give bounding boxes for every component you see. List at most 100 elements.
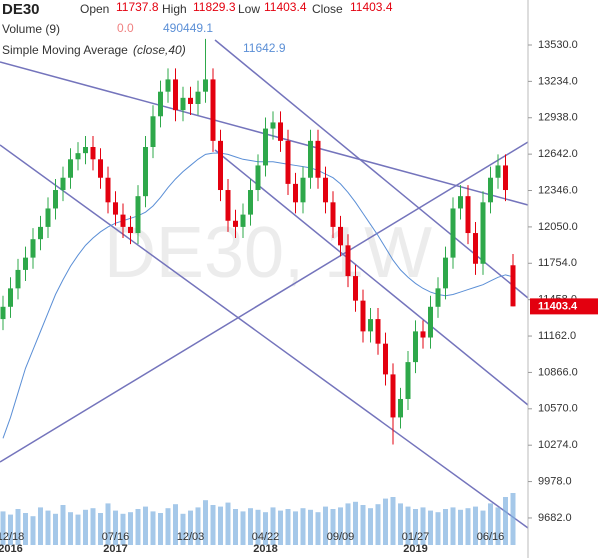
candle-body bbox=[450, 208, 456, 258]
price-tag bbox=[530, 298, 598, 315]
candle-body bbox=[368, 319, 373, 332]
candle-body bbox=[353, 276, 358, 301]
sma-value: 11642.9 bbox=[243, 41, 286, 55]
volume-bar bbox=[90, 508, 96, 545]
volume-bar bbox=[45, 510, 51, 545]
y-tick-label: 13530.0 bbox=[538, 39, 578, 51]
volume-bar bbox=[120, 513, 126, 545]
y-tick-label: 11162.0 bbox=[538, 330, 576, 342]
volume-bar bbox=[405, 506, 411, 545]
volume-bar bbox=[195, 507, 201, 545]
y-tick-label: 12050.0 bbox=[538, 221, 578, 233]
x-tick-label: 12/18 bbox=[0, 531, 24, 543]
volume-bar bbox=[263, 512, 268, 545]
volume-value: 0.0 bbox=[117, 21, 134, 35]
volume-bar bbox=[233, 509, 238, 545]
header: DE30 Open 11737.8 High 11829.3 Low 11403… bbox=[2, 0, 393, 57]
y-tick-label: 9978.0 bbox=[538, 475, 572, 487]
candle-body bbox=[338, 226, 343, 246]
volume-bar bbox=[255, 509, 261, 545]
candle-body bbox=[15, 269, 21, 289]
volume-bar bbox=[210, 505, 216, 545]
volume-bar bbox=[458, 509, 463, 545]
candle-body bbox=[68, 159, 73, 178]
y-tick-label: 10274.0 bbox=[538, 439, 578, 451]
candle-body bbox=[315, 140, 321, 178]
candle-body bbox=[120, 214, 126, 227]
volume-bar bbox=[488, 503, 493, 545]
candle-body bbox=[330, 202, 336, 227]
trend-line bbox=[0, 141, 529, 463]
candle-body bbox=[383, 343, 388, 375]
candle-body bbox=[263, 128, 268, 166]
symbol: DE30 bbox=[2, 1, 40, 18]
x-tick-label: 09/09 bbox=[327, 531, 355, 543]
volume-bar bbox=[315, 512, 321, 545]
y-tick-label: 12642.0 bbox=[538, 148, 578, 160]
x-tick-year: 2016 bbox=[0, 543, 23, 555]
volume-bar bbox=[383, 498, 388, 545]
candle-body bbox=[23, 257, 28, 270]
candle-body bbox=[285, 140, 291, 184]
candle-body bbox=[413, 331, 418, 363]
candle-body bbox=[188, 97, 193, 104]
volume-bar bbox=[495, 507, 501, 545]
candle-body bbox=[428, 306, 433, 338]
candle-body bbox=[435, 288, 441, 307]
candle-body bbox=[443, 257, 448, 289]
candle-body bbox=[293, 183, 298, 203]
volume-bar bbox=[128, 512, 133, 545]
volume-bar bbox=[270, 507, 276, 545]
legend-label: High bbox=[162, 2, 187, 16]
trend-line bbox=[0, 144, 529, 529]
candle-body bbox=[375, 319, 381, 344]
volume-bar bbox=[188, 510, 193, 545]
volume-bar bbox=[428, 510, 433, 545]
candle-body bbox=[308, 140, 313, 178]
candle-body bbox=[45, 208, 51, 227]
volume-bar bbox=[480, 510, 486, 545]
volume-bar bbox=[15, 509, 21, 545]
volume-bar bbox=[113, 510, 118, 545]
candle-body bbox=[390, 374, 396, 418]
low-value: 11403.4 bbox=[264, 0, 307, 14]
candle-body bbox=[128, 226, 133, 234]
volume-bar bbox=[285, 509, 291, 545]
candle-body bbox=[255, 165, 261, 191]
candle-body bbox=[488, 177, 493, 203]
volume-bar bbox=[323, 506, 328, 545]
legend-label: Close bbox=[312, 2, 343, 16]
volume-bar bbox=[53, 513, 58, 545]
candle-body bbox=[278, 122, 283, 141]
volume-bar bbox=[345, 503, 351, 545]
candle-body bbox=[113, 202, 118, 215]
candle-body bbox=[180, 97, 186, 111]
x-tick-year: 2019 bbox=[403, 543, 427, 555]
candle-body bbox=[30, 239, 36, 258]
volume-bar bbox=[413, 509, 418, 545]
candle-body bbox=[90, 147, 96, 160]
volume-bar bbox=[390, 497, 396, 545]
volume-bar bbox=[248, 508, 253, 545]
candle-body bbox=[345, 245, 351, 277]
candle-body bbox=[420, 331, 426, 338]
volume-bar bbox=[360, 505, 366, 545]
candle-body bbox=[38, 226, 43, 240]
candle-body bbox=[480, 202, 486, 264]
legend-label: Low bbox=[238, 2, 260, 16]
candle-body bbox=[398, 398, 403, 418]
x-tick-year: 2018 bbox=[253, 543, 277, 555]
candle-body bbox=[0, 306, 6, 320]
candle-body bbox=[465, 196, 471, 234]
volume-bar bbox=[203, 500, 208, 545]
candle-body bbox=[165, 79, 171, 92]
candle-body bbox=[210, 79, 216, 141]
volume-bar bbox=[420, 507, 426, 545]
volume-ma-value: 490449.1 bbox=[163, 21, 213, 35]
trend-lines bbox=[0, 39, 529, 529]
candle-body bbox=[360, 300, 366, 332]
volume-bar bbox=[300, 508, 306, 545]
volume-bar bbox=[240, 511, 246, 545]
x-tick-label: 07/16 bbox=[102, 531, 130, 543]
